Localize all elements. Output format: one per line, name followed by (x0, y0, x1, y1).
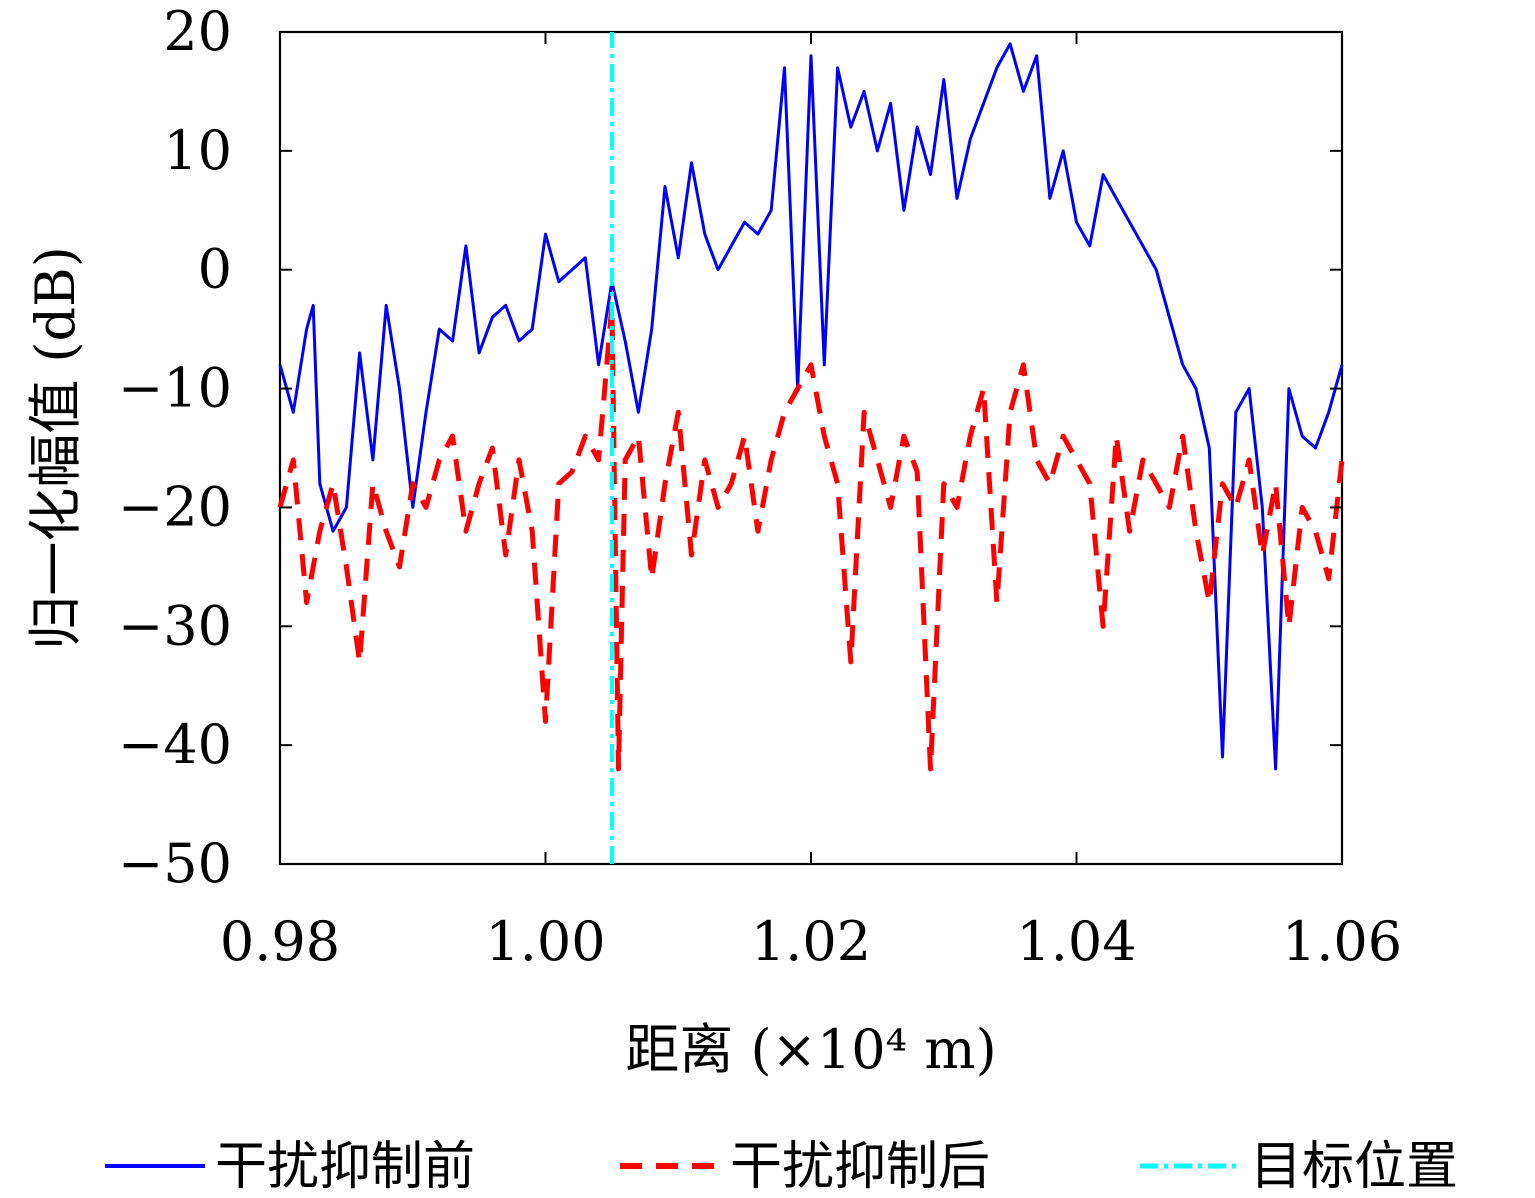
y-tick-label: −10 (118, 357, 232, 420)
legend-label-1: 干扰抑制前 (215, 1137, 475, 1197)
y-tick-label: 0 (198, 238, 232, 301)
y-tick-label: −40 (118, 713, 232, 776)
y-axis-label: 归一化幅值 (dB) (24, 246, 87, 650)
y-tick-label: 10 (163, 119, 232, 182)
plot-area: 0.98 1.00 1.02 1.04 1.06 20 10 0 −10 −20 −30 −40 −50 (118, 0, 1402, 973)
y-tick-label: 20 (163, 0, 232, 63)
x-tick-label: 1.00 (485, 910, 605, 973)
series-line-2 (277, 302, 1345, 772)
series-line-1 (278, 42, 1344, 771)
tick-layer: 0.98 1.00 1.02 1.04 1.06 20 10 0 −10 −20 −30 −40 −50 (118, 0, 1402, 973)
x-tick-label: 1.06 (1282, 910, 1402, 973)
x-axis-label: 距离 (×10⁴ m) (625, 1018, 996, 1081)
y-tick-label: −30 (118, 594, 232, 657)
x-tick-label: 0.98 (220, 910, 340, 973)
x-tick-label: 1.02 (751, 910, 871, 973)
y-tick-label: −20 (118, 475, 232, 538)
y-tick-label: −50 (118, 832, 232, 895)
legend: 干扰抑制前 干扰抑制后 目标位置 (105, 1137, 1458, 1197)
x-tick-label: 1.04 (1016, 910, 1136, 973)
legend-label-2: 干扰抑制后 (730, 1137, 990, 1197)
series-layer (277, 32, 1345, 864)
legend-label-3: 目标位置 (1250, 1137, 1458, 1197)
